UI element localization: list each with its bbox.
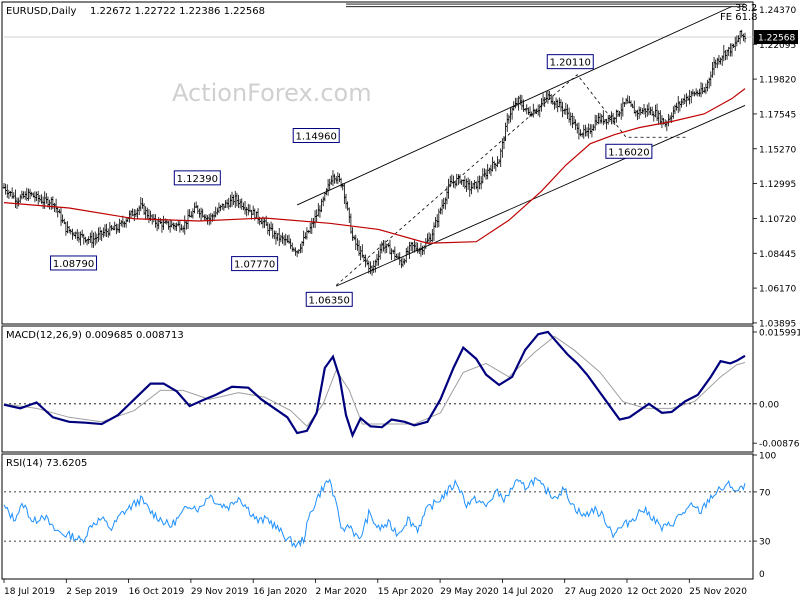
- price-annotation: 1.16020: [605, 143, 653, 159]
- watermark: ActionForex.com: [172, 79, 372, 107]
- svg-text:1.16020: 1.16020: [608, 147, 649, 158]
- macd-tick-label: -0.00876: [759, 440, 800, 450]
- date-tick-label: 16 Jan 2020: [253, 587, 307, 597]
- price-annotation: 1.12390: [173, 170, 221, 186]
- price-annotation: 1.20110: [546, 54, 594, 70]
- svg-text:1.08790: 1.08790: [53, 259, 94, 270]
- last-price-label: 1.22568: [758, 34, 795, 44]
- macd-tick-label: 0.00: [759, 400, 779, 410]
- moving-average-line: [3, 88, 746, 244]
- price-tick-label: 1.15270: [759, 145, 796, 155]
- svg-text:1.07770: 1.07770: [234, 260, 275, 271]
- date-tick-label: 27 Aug 2020: [565, 587, 623, 597]
- date-tick-label: 15 Apr 2020: [378, 587, 434, 597]
- svg-text:1.12390: 1.12390: [177, 174, 218, 185]
- date-tick-label: 16 Oct 2019: [129, 587, 185, 597]
- price-tick-label: 1.03895: [759, 319, 796, 329]
- price-tick-label: 1.12995: [759, 180, 796, 190]
- rsi-axis: 100 70 30 0: [753, 452, 776, 580]
- price-tick-label: 1.17545: [759, 110, 796, 120]
- rsi-series: [3, 476, 753, 549]
- price-tick-label: 1.08445: [759, 250, 796, 260]
- date-tick-label: 18 Jul 2019: [4, 587, 55, 597]
- last-price-badge: [754, 30, 798, 45]
- date-tick-label: 29 Nov 2019: [191, 587, 249, 597]
- macd-panel-title: MACD(12,26,9) 0.009685 0.008713: [6, 330, 184, 341]
- fib-label-382: 38.2: [735, 3, 757, 14]
- macd-axis: 0.015991 0.00 -0.00876: [753, 328, 800, 450]
- macd-signal-line: [3, 335, 746, 428]
- price-annotations: 1.08790 1.12390 1.14960 1.07770 1.06350 1.201…: [50, 54, 653, 307]
- svg-text:1.06350: 1.06350: [309, 295, 350, 306]
- price-annotation: 1.14960: [292, 128, 340, 144]
- price-tick-label: 1.22095: [759, 41, 796, 51]
- price-tick-label: 1.24370: [759, 6, 796, 16]
- date-tick-label: 29 May 2020: [440, 587, 499, 597]
- date-axis: 18 Jul 2019 2 Sep 2019 16 Oct 2019 29 Nov 2…: [3, 579, 747, 597]
- svg-text:1.20110: 1.20110: [550, 58, 591, 69]
- fib-label-fe618: FE 61.8: [720, 12, 758, 23]
- date-tick-label: 14 Jul 2020: [502, 587, 553, 597]
- price-panel-ohlc: 1.22672 1.22722 1.22386 1.22568: [90, 6, 265, 17]
- svg-text:1.14960: 1.14960: [296, 132, 337, 143]
- macd-series: [3, 330, 753, 439]
- date-tick-label: 12 Oct 2020: [627, 587, 683, 597]
- rsi-line: [3, 476, 746, 549]
- price-annotation: 1.08790: [50, 255, 98, 271]
- price-tick-label: 1.10720: [759, 215, 796, 225]
- price-annotation: 1.07770: [231, 256, 279, 272]
- price-bar: [743, 32, 747, 43]
- rsi-tick-label: 70: [759, 488, 771, 498]
- price-annotation: 1.06350: [305, 291, 353, 307]
- date-tick-label: 2 Sep 2019: [66, 587, 118, 597]
- rsi-panel-title: RSI(14) 73.6205: [6, 458, 87, 469]
- rsi-tick-label: 0: [759, 570, 765, 580]
- price-tick-label: 1.19820: [759, 76, 796, 86]
- macd-line: [3, 330, 746, 439]
- date-tick-label: 2 Mar 2020: [316, 587, 368, 597]
- price-tick-label: 1.06170: [759, 285, 796, 295]
- macd-tick-label: 0.015991: [759, 328, 800, 338]
- rsi-tick-label: 30: [759, 538, 771, 548]
- price-series: [2, 3, 753, 287]
- price-panel-title: EURUSD,Daily: [6, 6, 77, 17]
- channel-lower-line: [336, 105, 746, 287]
- price-axis: 1.24370 1.22095 1.19820 1.17545 1.15270 1.129…: [753, 6, 798, 329]
- price-panel-frame: [1, 1, 754, 325]
- macd-panel-frame: [1, 325, 754, 453]
- rsi-tick-label: 100: [759, 452, 776, 462]
- date-tick-label: 25 Nov 2020: [689, 587, 747, 597]
- rsi-panel-frame: [1, 453, 754, 580]
- channel-upper-line: [296, 5, 733, 206]
